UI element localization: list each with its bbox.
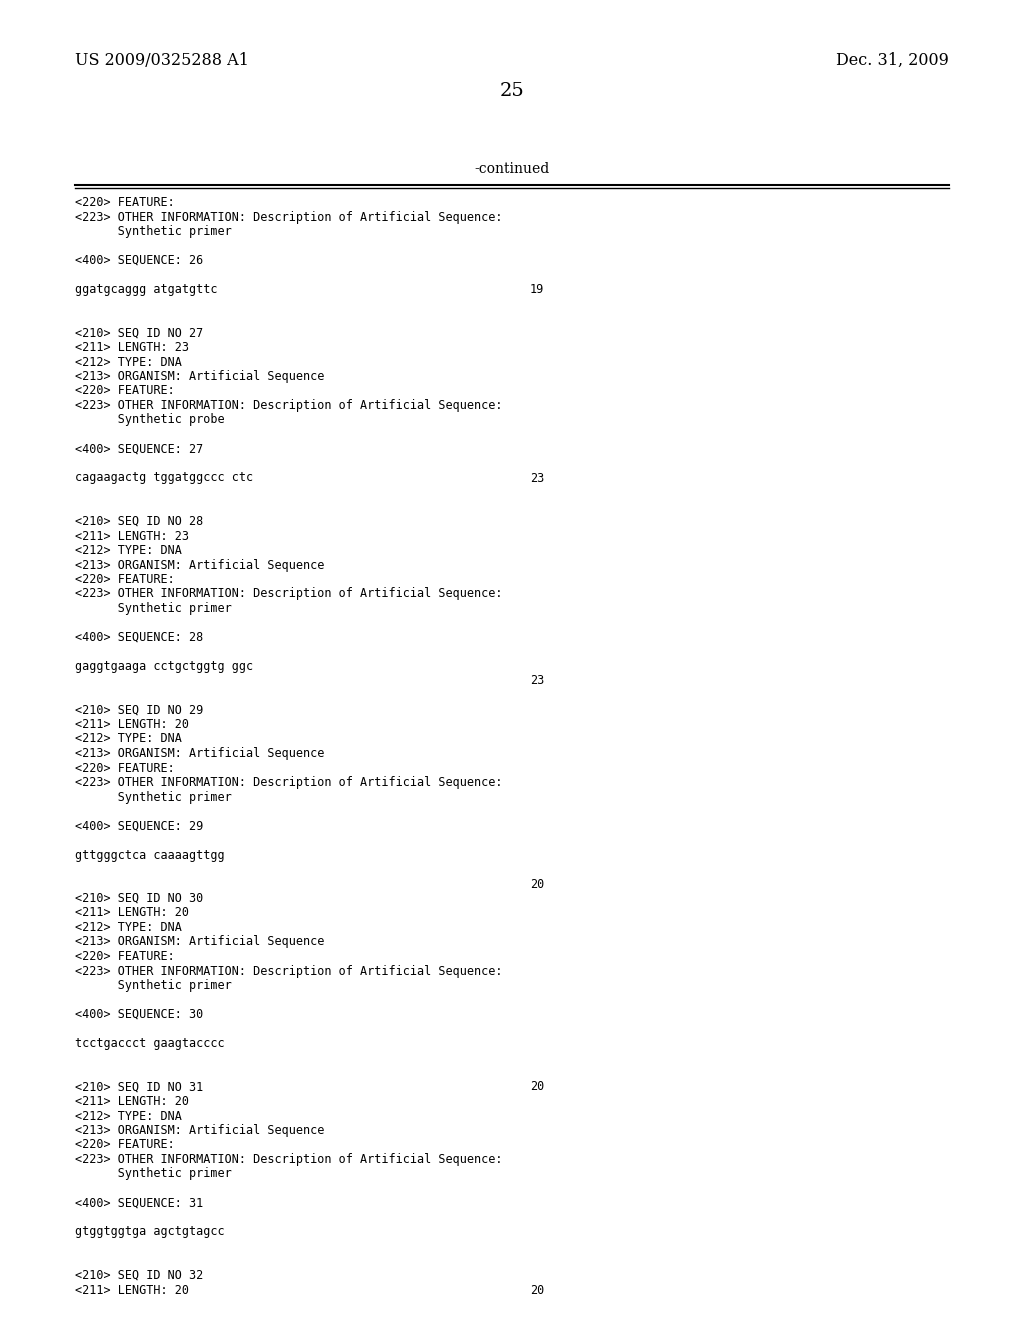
Text: <213> ORGANISM: Artificial Sequence: <213> ORGANISM: Artificial Sequence xyxy=(75,936,325,949)
Text: <211> LENGTH: 20: <211> LENGTH: 20 xyxy=(75,1096,189,1107)
Text: Synthetic primer: Synthetic primer xyxy=(75,602,231,615)
Text: <400> SEQUENCE: 29: <400> SEQUENCE: 29 xyxy=(75,820,203,833)
Text: <223> OTHER INFORMATION: Description of Artificial Sequence:: <223> OTHER INFORMATION: Description of … xyxy=(75,965,503,978)
Text: <211> LENGTH: 20: <211> LENGTH: 20 xyxy=(75,1283,189,1296)
Text: <400> SEQUENCE: 28: <400> SEQUENCE: 28 xyxy=(75,631,203,644)
Text: tcctgaccct gaagtacccc: tcctgaccct gaagtacccc xyxy=(75,1038,224,1049)
Text: <400> SEQUENCE: 31: <400> SEQUENCE: 31 xyxy=(75,1196,203,1209)
Text: -continued: -continued xyxy=(474,162,550,176)
Text: <220> FEATURE:: <220> FEATURE: xyxy=(75,1138,175,1151)
Text: 23: 23 xyxy=(530,675,544,688)
Text: <220> FEATURE:: <220> FEATURE: xyxy=(75,950,175,964)
Text: <212> TYPE: DNA: <212> TYPE: DNA xyxy=(75,733,182,746)
Text: <213> ORGANISM: Artificial Sequence: <213> ORGANISM: Artificial Sequence xyxy=(75,558,325,572)
Text: <220> FEATURE:: <220> FEATURE: xyxy=(75,195,175,209)
Text: <213> ORGANISM: Artificial Sequence: <213> ORGANISM: Artificial Sequence xyxy=(75,747,325,760)
Text: 19: 19 xyxy=(530,282,544,296)
Text: <210> SEQ ID NO 28: <210> SEQ ID NO 28 xyxy=(75,515,203,528)
Text: <210> SEQ ID NO 29: <210> SEQ ID NO 29 xyxy=(75,704,203,717)
Text: US 2009/0325288 A1: US 2009/0325288 A1 xyxy=(75,51,249,69)
Text: <212> TYPE: DNA: <212> TYPE: DNA xyxy=(75,1110,182,1122)
Text: gtggtggtga agctgtagcc: gtggtggtga agctgtagcc xyxy=(75,1225,224,1238)
Text: 20: 20 xyxy=(530,1283,544,1296)
Text: <210> SEQ ID NO 32: <210> SEQ ID NO 32 xyxy=(75,1269,203,1282)
Text: cagaagactg tggatggccc ctc: cagaagactg tggatggccc ctc xyxy=(75,471,253,484)
Text: <211> LENGTH: 23: <211> LENGTH: 23 xyxy=(75,529,189,543)
Text: <223> OTHER INFORMATION: Description of Artificial Sequence:: <223> OTHER INFORMATION: Description of … xyxy=(75,210,503,223)
Text: <212> TYPE: DNA: <212> TYPE: DNA xyxy=(75,544,182,557)
Text: gaggtgaaga cctgctggtg ggc: gaggtgaaga cctgctggtg ggc xyxy=(75,660,253,673)
Text: <220> FEATURE:: <220> FEATURE: xyxy=(75,573,175,586)
Text: ggatgcaggg atgatgttc: ggatgcaggg atgatgttc xyxy=(75,282,217,296)
Text: <223> OTHER INFORMATION: Description of Artificial Sequence:: <223> OTHER INFORMATION: Description of … xyxy=(75,399,503,412)
Text: <220> FEATURE:: <220> FEATURE: xyxy=(75,762,175,775)
Text: <211> LENGTH: 23: <211> LENGTH: 23 xyxy=(75,341,189,354)
Text: <400> SEQUENCE: 26: <400> SEQUENCE: 26 xyxy=(75,253,203,267)
Text: <400> SEQUENCE: 30: <400> SEQUENCE: 30 xyxy=(75,1008,203,1020)
Text: 20: 20 xyxy=(530,878,544,891)
Text: Synthetic primer: Synthetic primer xyxy=(75,979,231,993)
Text: Synthetic primer: Synthetic primer xyxy=(75,224,231,238)
Text: <213> ORGANISM: Artificial Sequence: <213> ORGANISM: Artificial Sequence xyxy=(75,370,325,383)
Text: <220> FEATURE:: <220> FEATURE: xyxy=(75,384,175,397)
Text: <210> SEQ ID NO 31: <210> SEQ ID NO 31 xyxy=(75,1081,203,1093)
Text: <223> OTHER INFORMATION: Description of Artificial Sequence:: <223> OTHER INFORMATION: Description of … xyxy=(75,1152,503,1166)
Text: Synthetic primer: Synthetic primer xyxy=(75,1167,231,1180)
Text: gttgggctca caaaagttgg: gttgggctca caaaagttgg xyxy=(75,849,224,862)
Text: 23: 23 xyxy=(530,471,544,484)
Text: <213> ORGANISM: Artificial Sequence: <213> ORGANISM: Artificial Sequence xyxy=(75,1125,325,1137)
Text: <400> SEQUENCE: 27: <400> SEQUENCE: 27 xyxy=(75,442,203,455)
Text: <212> TYPE: DNA: <212> TYPE: DNA xyxy=(75,355,182,368)
Text: Synthetic probe: Synthetic probe xyxy=(75,413,224,426)
Text: <210> SEQ ID NO 30: <210> SEQ ID NO 30 xyxy=(75,892,203,906)
Text: Synthetic primer: Synthetic primer xyxy=(75,791,231,804)
Text: <223> OTHER INFORMATION: Description of Artificial Sequence:: <223> OTHER INFORMATION: Description of … xyxy=(75,587,503,601)
Text: <210> SEQ ID NO 27: <210> SEQ ID NO 27 xyxy=(75,326,203,339)
Text: <223> OTHER INFORMATION: Description of Artificial Sequence:: <223> OTHER INFORMATION: Description of … xyxy=(75,776,503,789)
Text: 25: 25 xyxy=(500,82,524,100)
Text: <211> LENGTH: 20: <211> LENGTH: 20 xyxy=(75,907,189,920)
Text: <211> LENGTH: 20: <211> LENGTH: 20 xyxy=(75,718,189,731)
Text: 20: 20 xyxy=(530,1081,544,1093)
Text: <212> TYPE: DNA: <212> TYPE: DNA xyxy=(75,921,182,935)
Text: Dec. 31, 2009: Dec. 31, 2009 xyxy=(837,51,949,69)
